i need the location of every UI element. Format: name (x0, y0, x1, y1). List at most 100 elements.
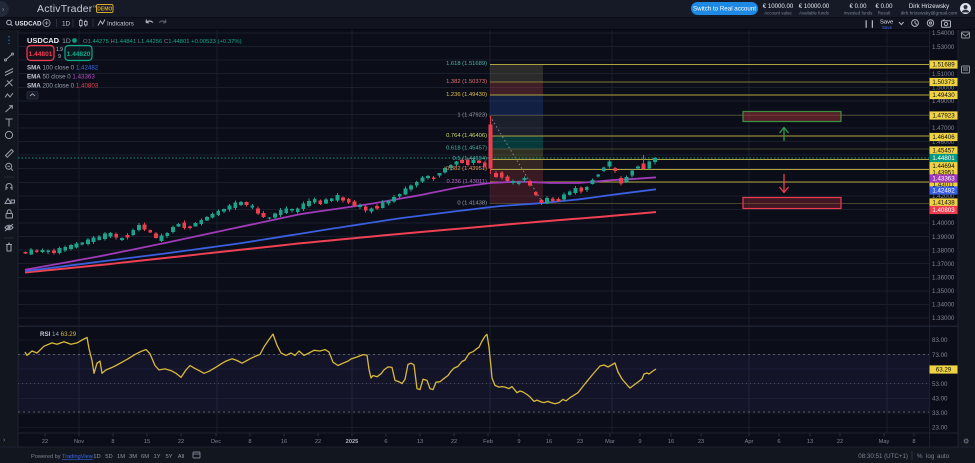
svg-text:Nov: Nov (74, 439, 84, 445)
svg-text:1.49000: 1.49000 (932, 98, 955, 105)
svg-text:· 1D: · 1D (58, 38, 71, 45)
svg-text:9: 9 (638, 439, 641, 445)
svg-text:1.43011: 1.43011 (933, 182, 955, 189)
svg-text:SMA 200 close 0 1.40803: SMA 200 close 0 1.40803 (27, 83, 99, 90)
svg-text:6M: 6M (141, 454, 149, 460)
svg-text:1.51689: 1.51689 (932, 62, 955, 69)
svg-text:Powered by TradingView: Powered by TradingView (31, 454, 94, 460)
svg-text:Invested funds: Invested funds (844, 11, 873, 16)
svg-text:Switch to Real account: Switch to Real account (693, 6, 756, 13)
svg-text:1.53000: 1.53000 (932, 44, 955, 51)
svg-text:1.44801: 1.44801 (29, 51, 53, 58)
svg-text:8: 8 (248, 439, 251, 445)
svg-text:22: 22 (42, 439, 48, 445)
svg-text:1.43951: 1.43951 (932, 170, 955, 177)
svg-text:Save: Save (880, 20, 893, 26)
svg-text:1.40000: 1.40000 (932, 220, 955, 227)
svg-text:0.382 (1.43951): 0.382 (1.43951) (446, 166, 487, 172)
svg-text:All: All (178, 454, 184, 460)
svg-text:1D: 1D (62, 21, 71, 28)
svg-text:1.46000: 1.46000 (932, 139, 955, 146)
svg-text:EMA 50 close 0 1.43363: EMA 50 close 0 1.43363 (27, 74, 95, 81)
svg-text:1.44694: 1.44694 (932, 163, 955, 170)
svg-text:83.00: 83.00 (932, 337, 948, 344)
svg-text:Apr: Apr (745, 439, 754, 445)
svg-text:€ 10000.00: € 10000.00 (799, 3, 830, 10)
svg-text:1.46406: 1.46406 (932, 134, 955, 141)
svg-text:1.382 (1.50373): 1.382 (1.50373) (446, 79, 487, 85)
svg-text:›: › (3, 437, 6, 444)
svg-text:1.36000: 1.36000 (932, 275, 955, 282)
svg-text:1 (1.47923): 1 (1.47923) (457, 112, 487, 118)
svg-text:1.35000: 1.35000 (932, 288, 955, 295)
svg-text:1.54000: 1.54000 (932, 30, 955, 37)
svg-text:6: 6 (384, 439, 387, 445)
svg-text:53.00: 53.00 (932, 381, 948, 388)
svg-text:USDCAD: USDCAD (15, 21, 42, 28)
svg-text:23: 23 (577, 439, 583, 445)
svg-text:1.34000: 1.34000 (932, 302, 955, 309)
svg-text:Feb: Feb (483, 439, 493, 445)
svg-text:1.37000: 1.37000 (932, 261, 955, 268)
svg-text:1.47923: 1.47923 (932, 113, 955, 120)
svg-text:log: log (926, 453, 935, 460)
svg-text:DEMO: DEMO (97, 7, 112, 13)
svg-text:1.45457: 1.45457 (932, 148, 955, 155)
svg-text:1.43363: 1.43363 (932, 176, 955, 183)
svg-text:Dec: Dec (211, 439, 221, 445)
svg-text:1.51000: 1.51000 (932, 71, 955, 78)
svg-text:63.29: 63.29 (936, 367, 952, 374)
svg-text:8: 8 (111, 439, 114, 445)
svg-text:22: 22 (315, 439, 321, 445)
svg-text:73.00: 73.00 (932, 352, 948, 359)
svg-text:1.39000: 1.39000 (932, 234, 955, 241)
svg-text:RSI 14 63.29: RSI 14 63.29 (40, 331, 77, 338)
svg-text:9: 9 (58, 54, 61, 60)
svg-text:0.618 (1.45457): 0.618 (1.45457) (446, 146, 487, 152)
svg-text:1.42482: 1.42482 (932, 188, 955, 195)
svg-text:1.44820: 1.44820 (67, 51, 91, 58)
svg-text:1.49430: 1.49430 (932, 92, 955, 99)
svg-text:Indicators: Indicators (107, 21, 134, 28)
svg-text:22: 22 (178, 439, 184, 445)
svg-text:❙❙: ❙❙ (863, 19, 876, 28)
svg-text:€ 10000.00: € 10000.00 (763, 3, 794, 10)
svg-text:Available funds: Available funds (799, 11, 830, 16)
svg-text:Result: Result (878, 11, 891, 16)
svg-text:€ 0.00: € 0.00 (850, 3, 868, 10)
svg-text:1.44801: 1.44801 (932, 155, 955, 162)
svg-text:⚙: ⚙ (963, 438, 969, 446)
svg-text:22: 22 (837, 439, 843, 445)
svg-text:6: 6 (777, 439, 780, 445)
svg-text:USDCAD: USDCAD (27, 36, 60, 45)
svg-text:1.40803: 1.40803 (932, 207, 955, 214)
svg-text:1.618 (1.51689): 1.618 (1.51689) (446, 61, 487, 67)
svg-text:5D: 5D (105, 454, 112, 460)
svg-text:0 (1.41438): 0 (1.41438) (457, 200, 487, 206)
svg-text:SMA 100 close 0 1.42482: SMA 100 close 0 1.42482 (27, 65, 99, 72)
svg-text:Save: Save (882, 25, 893, 30)
svg-text:1.42000: 1.42000 (932, 193, 955, 200)
svg-text:0.5 (1.44694): 0.5 (1.44694) (453, 156, 488, 162)
svg-text:1M: 1M (117, 454, 125, 460)
svg-text:%: % (917, 453, 923, 460)
svg-text:1.47000: 1.47000 (932, 125, 955, 132)
svg-text:1.236 (1.49430): 1.236 (1.49430) (446, 92, 487, 98)
svg-text:0.764 (1.46406): 0.764 (1.46406) (446, 133, 487, 139)
svg-text:15: 15 (144, 439, 150, 445)
svg-text:3M: 3M (129, 454, 137, 460)
svg-text:16: 16 (281, 439, 287, 445)
svg-text:23.00: 23.00 (932, 425, 948, 432)
svg-text:16: 16 (546, 439, 552, 445)
svg-text:Dirk Hrizewsky: Dirk Hrizewsky (909, 3, 950, 10)
svg-text:€ 0.00: € 0.00 (876, 3, 894, 10)
svg-text:43.00: 43.00 (932, 396, 948, 403)
svg-text:2025: 2025 (346, 439, 359, 445)
svg-text:1Y: 1Y (153, 454, 160, 460)
svg-text:Mar: Mar (605, 439, 615, 445)
svg-text:1.9: 1.9 (56, 47, 63, 53)
svg-text:May: May (879, 439, 890, 445)
svg-text:9: 9 (517, 439, 520, 445)
svg-text:5Y: 5Y (165, 454, 172, 460)
svg-text:dirk.hrizewsky@gmail.com: dirk.hrizewsky@gmail.com (901, 11, 958, 17)
